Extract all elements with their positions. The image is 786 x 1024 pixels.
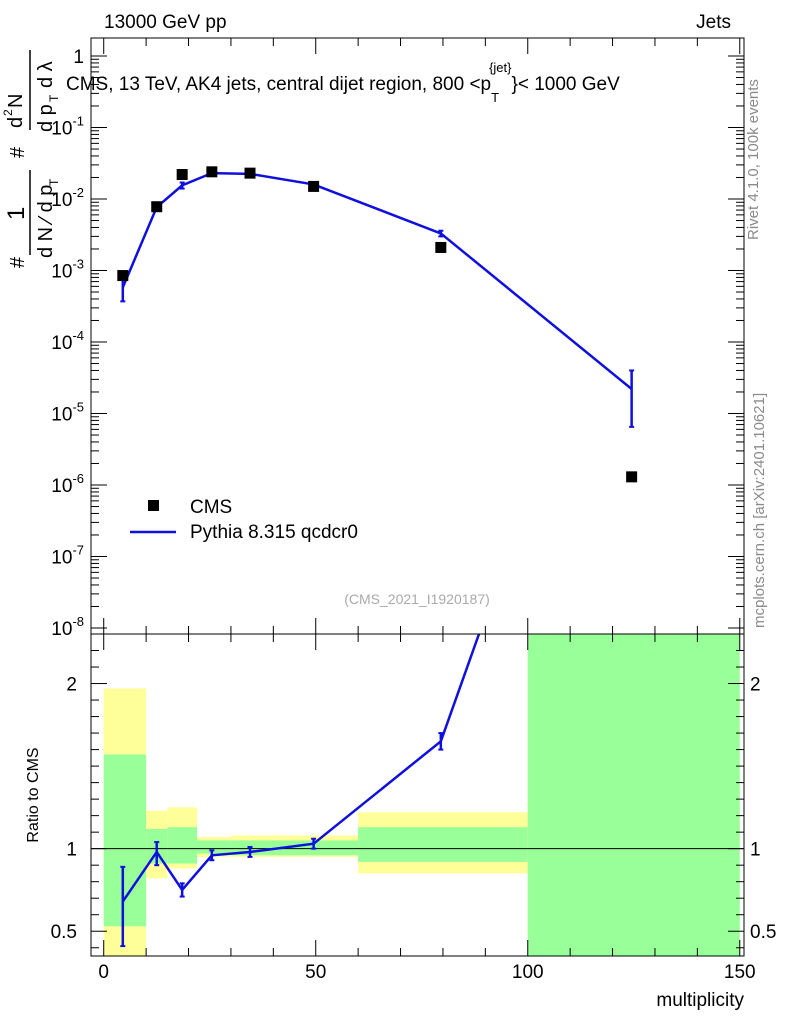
svg-text:T: T: [47, 94, 61, 102]
svg-text:#: #: [7, 146, 29, 158]
main-y-tick-label: 10-6: [51, 471, 84, 497]
uncertainty-band-inner: [197, 840, 231, 854]
svg-text:d N ⁄ d p: d N ⁄ d p: [35, 185, 57, 258]
svg-text:d λ: d λ: [35, 61, 57, 88]
uncertainty-band-inner: [358, 827, 528, 862]
cms-data-series: [117, 166, 638, 483]
main-y-tick-labels: 1 10-1 10-2 10-3 10-4 10-5 10-6 10-7 10-8: [51, 47, 84, 640]
cms-data-point: [176, 169, 188, 181]
legend-cms-marker: [148, 500, 159, 511]
ratio-panel: 0.5 0.5 1 1 2 2 0 50 100 150 Ratio to CMS multipl…: [25, 633, 777, 1011]
analysis-id-label: (CMS_2021_I1920187): [344, 591, 490, 607]
main-y-tick-label: 10-5: [51, 400, 84, 426]
main-y-tick-label: 10-7: [51, 543, 84, 569]
svg-text:1: 1: [3, 207, 30, 220]
ratio-y-tick-label-left: 2: [66, 675, 77, 696]
energy-label: 13000 GeV pp: [104, 12, 227, 33]
main-y-axis-label: # 1 d N ⁄ d p T # d 2 N d p T d λ: [1, 50, 61, 268]
x-tick-label: 0: [98, 962, 109, 983]
mcplots-credit-label: mcplots.cern.ch [arXiv:2401.10621]: [751, 393, 768, 628]
legend-mc-label: Pythia 8.315 qcdcr0: [190, 522, 358, 543]
ratio-plot-frame: [90, 633, 745, 957]
svg-text:T: T: [47, 178, 61, 186]
mc-line-main: [121, 171, 633, 390]
main-y-tick-label: 10-8: [51, 614, 84, 640]
mc-line-ratio: [121, 633, 481, 903]
svg-text:d p: d p: [35, 104, 57, 132]
cms-data-point: [244, 167, 256, 179]
ratio-y-tick-label-right: 1: [750, 840, 761, 861]
ratio-ticks: [91, 634, 744, 956]
ratio-y-axis-label: Ratio to CMS: [25, 747, 42, 842]
ratio-y-tick-label-right: 0.5: [750, 922, 776, 943]
ratio-y-tick-label-left: 1: [66, 840, 77, 861]
process-label: Jets: [696, 12, 731, 33]
cms-data-point: [435, 241, 447, 253]
cms-data-point: [151, 201, 163, 213]
legend: CMS Pythia 8.315 qcdcr0: [130, 497, 358, 543]
ratio-y-tick-label-left: 0.5: [51, 922, 77, 943]
svg-text:N: N: [5, 94, 27, 108]
main-plot-frame: [90, 37, 745, 635]
cms-data-point: [308, 180, 320, 192]
main-y-tick-label: 10-4: [51, 328, 84, 354]
plot-title: CMS, 13 TeV, AK4 jets, central dijet reg…: [66, 60, 620, 105]
main-y-tick-label: 1: [73, 47, 84, 68]
svg-text:2: 2: [1, 109, 15, 116]
x-tick-label: 100: [512, 962, 544, 983]
x-tick-label: 150: [724, 962, 756, 983]
mc-series-ratio: [120, 633, 481, 948]
rivet-version-label: Rivet 4.1.0, 100k events: [745, 79, 762, 240]
legend-cms-label: CMS: [190, 497, 232, 518]
svg-text:#: #: [7, 256, 29, 268]
uncertainty-band-inner: [527, 634, 740, 956]
ratio-uncertainty-bands: [103, 634, 740, 956]
x-tick-label: 50: [305, 962, 326, 983]
cms-data-point: [117, 270, 129, 282]
mc-series-main: [120, 170, 635, 428]
uncertainty-band-inner: [167, 827, 198, 864]
main-y-tick-label: 10-2: [51, 185, 84, 211]
main-panel: 1 10-1 10-2 10-3 10-4 10-5 10-6 10-7 10-8 CMS, 1…: [1, 37, 745, 640]
main-y-tick-label: 10-3: [51, 257, 84, 283]
ratio-y-tick-label-right: 2: [750, 675, 761, 696]
main-y-ticks: [91, 38, 744, 634]
main-y-tick-label: 10-1: [51, 114, 84, 140]
cms-data-point: [206, 166, 218, 178]
cms-data-point: [626, 471, 638, 483]
ratio-tick-labels: 0.5 0.5 1 1 2 2 0 50 100 150: [51, 675, 777, 983]
svg-text:d: d: [5, 117, 27, 128]
x-axis-label: multiplicity: [656, 990, 744, 1011]
